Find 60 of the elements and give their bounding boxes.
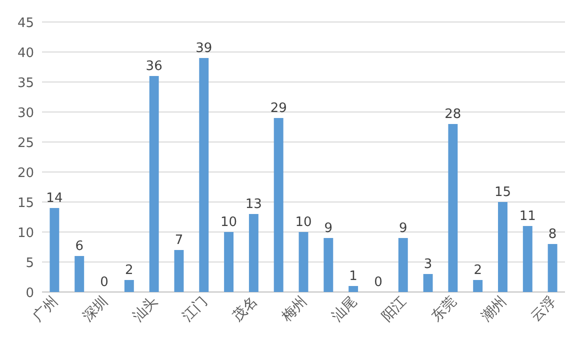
- data-label: 11: [519, 209, 536, 224]
- y-tick-label: 0: [26, 286, 34, 301]
- bar: [522, 226, 532, 292]
- bar: [274, 118, 284, 292]
- bar: [248, 214, 258, 292]
- x-tick-label: 江门: [180, 294, 211, 325]
- data-label: 28: [444, 107, 462, 122]
- bar: [174, 250, 184, 292]
- data-label: 6: [75, 239, 84, 254]
- data-label: 2: [474, 263, 482, 278]
- data-label: 39: [196, 41, 212, 56]
- x-tick-label: 潮州: [478, 294, 510, 325]
- bar: [224, 232, 234, 292]
- bar: [50, 208, 60, 292]
- y-tick-label: 15: [17, 196, 34, 211]
- data-label: 13: [245, 197, 262, 212]
- y-tick-label: 35: [17, 76, 34, 91]
- data-label: 9: [398, 221, 408, 236]
- data-label: 14: [46, 191, 63, 206]
- data-label: 10: [295, 215, 312, 230]
- data-label: 29: [270, 101, 287, 116]
- data-label: 2: [125, 263, 134, 278]
- y-tick-label: 25: [17, 136, 34, 151]
- x-tick-label: 云浮: [528, 294, 560, 325]
- data-label: 0: [374, 275, 382, 290]
- data-label: 1: [349, 269, 358, 284]
- y-tick-label: 30: [17, 106, 34, 121]
- bar: [473, 280, 483, 292]
- x-tick-label: 深圳: [80, 294, 112, 325]
- x-tick-label: 汕头: [130, 294, 161, 325]
- bar: [423, 274, 433, 292]
- bar: [149, 76, 159, 292]
- data-label: 36: [146, 59, 162, 74]
- x-tick-label: 梅州: [278, 294, 310, 326]
- data-label: 3: [424, 257, 432, 272]
- x-tick-label: 汕尾: [329, 294, 360, 325]
- x-tick-label: 阳江: [378, 294, 410, 325]
- y-tick-label: 40: [17, 46, 34, 61]
- bar: [348, 286, 358, 292]
- bar: [398, 238, 408, 292]
- x-tick-label: 茂名: [229, 294, 261, 325]
- bar: [74, 256, 84, 292]
- y-tick-label: 10: [17, 226, 34, 241]
- bar: [199, 58, 209, 292]
- data-label: 15: [494, 185, 512, 200]
- bar: [548, 244, 558, 292]
- y-tick-label: 45: [17, 16, 34, 31]
- y-tick-label: 20: [17, 166, 34, 181]
- data-label: 9: [324, 221, 333, 236]
- x-tick-label: 东莞: [428, 294, 460, 325]
- y-tick-label: 5: [26, 256, 34, 271]
- bar: [448, 124, 458, 292]
- data-label: 8: [548, 227, 557, 242]
- data-label: 10: [220, 215, 238, 230]
- bar: [498, 202, 508, 292]
- data-label: 0: [100, 275, 108, 290]
- bar: [324, 238, 334, 292]
- data-label: 7: [174, 233, 184, 248]
- bar: [124, 280, 134, 292]
- bar: [298, 232, 308, 292]
